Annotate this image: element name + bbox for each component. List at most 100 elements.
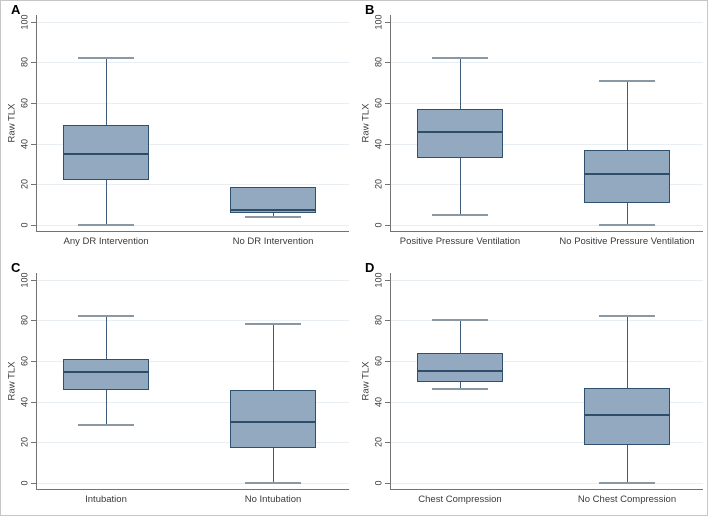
boxplot-median: [63, 152, 149, 155]
gridline: [37, 62, 349, 64]
boxplot-box: [584, 388, 670, 446]
y-axis-label: Raw TLX: [360, 361, 372, 401]
y-axis-tick: [385, 225, 390, 226]
boxplot-cap-upper: [245, 323, 301, 326]
y-axis-tick-label: 100: [19, 13, 30, 30]
boxplot-median: [230, 208, 316, 211]
gridline: [37, 143, 349, 145]
boxplot-cap-upper: [432, 319, 488, 322]
gridline: [391, 184, 703, 186]
boxplot-whisker-upper: [273, 324, 274, 391]
boxplot-median: [417, 370, 503, 373]
y-axis-tick: [31, 62, 36, 64]
gridline: [391, 360, 703, 362]
x-axis-line: [390, 231, 703, 232]
gridline: [37, 102, 349, 104]
x-axis-line: [36, 489, 349, 490]
y-axis-tick-label: 80: [373, 315, 384, 326]
boxplot-whisker-lower: [460, 382, 461, 390]
y-axis-tick-label: 20: [19, 179, 30, 190]
panel-b: B 0 20 40 60 80 100 Raw TLX Positive Pressure Ve…: [355, 1, 707, 259]
panel-c: C 0 20 40 60 80 100 Raw TLX Intubation No Intubat…: [1, 259, 355, 515]
boxplot-whisker-upper: [460, 58, 461, 109]
category-label: No DR Intervention: [232, 236, 314, 247]
boxplot-box: [230, 390, 316, 449]
y-axis-tick-label: 60: [19, 97, 30, 108]
boxplot-median: [584, 413, 670, 416]
y-axis-tick-label: 100: [19, 271, 30, 288]
y-axis-line: [390, 273, 391, 489]
y-axis-tick-label: 60: [19, 355, 30, 366]
boxplot-box: [417, 352, 503, 383]
gridline: [391, 279, 703, 281]
gridline: [391, 401, 703, 403]
y-axis-tick: [31, 442, 36, 444]
boxplot-cap-lower: [245, 215, 301, 218]
y-axis-tick: [31, 21, 36, 23]
y-axis-tick: [31, 401, 36, 403]
y-axis-tick-label: 20: [373, 179, 384, 190]
y-axis-label: Raw TLX: [6, 361, 18, 401]
y-axis-tick: [385, 401, 390, 403]
y-axis-tick: [385, 442, 390, 444]
boxplot-whisker-lower: [106, 390, 107, 425]
y-axis-tick-label: 20: [373, 437, 384, 448]
boxplot-cap-lower: [599, 224, 655, 226]
boxplot-whisker-upper: [627, 316, 628, 389]
gridline: [391, 225, 703, 226]
y-axis-tick-label: 40: [19, 396, 30, 407]
y-axis-tick: [31, 143, 36, 145]
panel-label: C: [11, 260, 21, 275]
y-axis-tick-label: 60: [373, 97, 384, 108]
boxplot-cap-lower: [245, 482, 301, 484]
panel-label: B: [365, 2, 375, 17]
y-axis-line: [390, 15, 391, 231]
boxplot-whisker-upper: [627, 80, 628, 150]
boxplot-whisker-lower: [273, 448, 274, 483]
boxplot-box: [417, 109, 503, 158]
y-axis-tick-label: 0: [373, 480, 384, 486]
boxplot-whisker-lower: [460, 157, 461, 215]
boxplot-cap-lower: [432, 213, 488, 216]
gridline: [37, 320, 349, 322]
y-axis-tick: [385, 143, 390, 145]
category-label: Any DR Intervention: [63, 236, 149, 247]
y-axis-tick-label: 80: [19, 57, 30, 68]
y-axis-tick: [385, 320, 390, 322]
boxplot-cap-upper: [599, 79, 655, 82]
y-axis-line: [36, 273, 37, 489]
panel-label: D: [365, 260, 375, 275]
gridline: [37, 279, 349, 281]
y-axis-tick: [385, 360, 390, 362]
y-axis-tick-label: 0: [19, 480, 30, 486]
y-axis-tick: [31, 360, 36, 362]
boxplot-cap-upper: [78, 315, 134, 318]
boxplot-box: [230, 187, 316, 213]
boxplot-whisker-upper: [106, 316, 107, 359]
y-axis-tick-label: 100: [373, 13, 384, 30]
boxplot-cap-upper: [599, 315, 655, 318]
gridline: [391, 320, 703, 322]
boxplot-median: [230, 420, 316, 423]
category-label: No Intubation: [244, 494, 302, 505]
gridline: [37, 401, 349, 403]
boxplot-cap-upper: [78, 57, 134, 60]
boxplot-whisker-upper: [106, 58, 107, 126]
gridline: [391, 143, 703, 145]
y-axis-tick-label: 80: [373, 57, 384, 68]
boxplot-cap-upper: [432, 57, 488, 60]
x-axis-line: [36, 231, 349, 232]
gridline: [37, 442, 349, 444]
boxplot-whisker-lower: [106, 180, 107, 225]
y-axis-tick: [385, 279, 390, 281]
y-axis-tick: [31, 279, 36, 281]
gridline: [37, 360, 349, 362]
y-axis-tick: [385, 21, 390, 23]
y-axis-tick-label: 40: [373, 138, 384, 149]
boxplot-whisker-lower: [627, 202, 628, 225]
y-axis-tick-label: 100: [373, 271, 384, 288]
y-axis-label: Raw TLX: [6, 103, 18, 143]
boxplot-cap-lower: [432, 388, 488, 391]
boxplot-cap-lower: [599, 482, 655, 484]
